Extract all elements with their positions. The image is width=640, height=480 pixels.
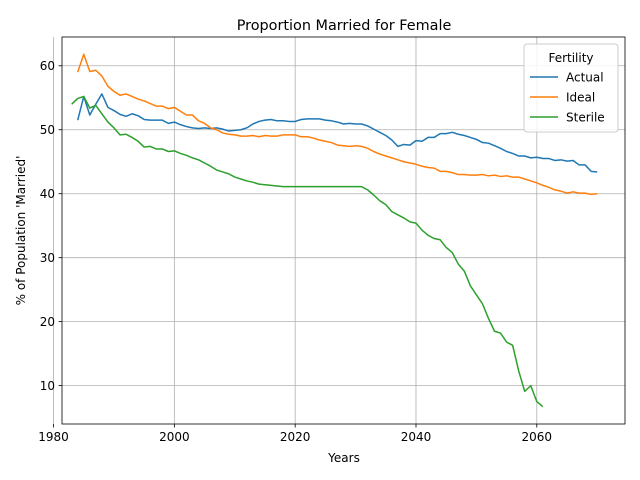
legend-box	[523, 43, 619, 133]
x-tick-label: 2060	[522, 430, 553, 444]
chart-title: Proportion Married for Female	[237, 18, 452, 34]
series-lines	[71, 53, 598, 408]
series-line-sterile	[71, 95, 544, 408]
plot-frame	[61, 36, 626, 425]
series-line-actual	[76, 93, 598, 173]
legend-title: Fertility	[548, 51, 593, 65]
y-tick-label: 10	[40, 379, 55, 393]
x-axis-label: Years	[327, 451, 360, 465]
y-tick-label: 60	[40, 59, 55, 73]
series-line-ideal	[76, 53, 598, 196]
legend-items: Actual Ideal Sterile	[530, 70, 605, 124]
x-tick-label: 2000	[159, 430, 190, 444]
y-tick-label: 40	[40, 187, 55, 201]
y-tick-label: 20	[40, 315, 55, 329]
y-tick-label: 50	[40, 123, 55, 137]
legend-label-ideal: Ideal	[566, 90, 595, 104]
legend: Fertility Actual Ideal Sterile	[523, 43, 619, 133]
legend-label-actual: Actual	[566, 70, 604, 84]
x-tick-label: 2020	[280, 430, 311, 444]
y-axis-label: % of Population 'Married'	[14, 156, 28, 306]
y-tick-label: 30	[40, 251, 55, 265]
y-axis-ticks: 10 20 30 40 50 60	[40, 59, 62, 393]
x-tick-label: 2040	[401, 430, 432, 444]
x-axis-ticks: 1980 2000 2020 2040 2060	[38, 424, 552, 444]
x-tick-label: 1980	[38, 430, 69, 444]
legend-label-sterile: Sterile	[566, 110, 605, 124]
